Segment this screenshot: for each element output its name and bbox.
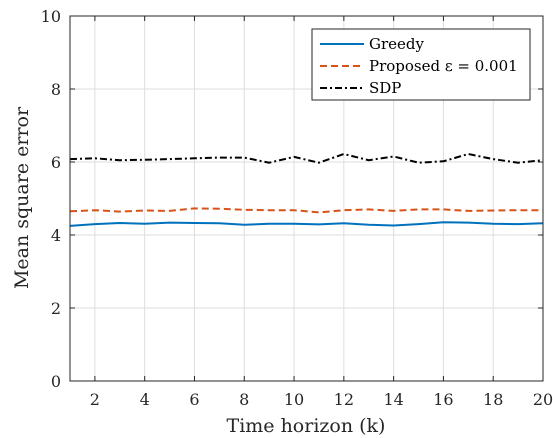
legend-entries: Greedy Proposed ε = 0.001 SDP bbox=[320, 35, 518, 97]
legend: Greedy Proposed ε = 0.001 SDP bbox=[311, 28, 531, 101]
x-axis-label: Time horizon (k) bbox=[227, 415, 386, 437]
series-line-proposed bbox=[69, 207, 543, 214]
series-layer bbox=[69, 152, 544, 227]
x-tick-label: 20 bbox=[533, 390, 553, 409]
y-tick-label: 10 bbox=[41, 7, 61, 26]
y-tick-label: 8 bbox=[51, 80, 61, 99]
y-axis-ticks: 0 2 4 6 8 10 bbox=[41, 7, 543, 391]
y-tick-label: 2 bbox=[51, 299, 61, 318]
x-tick-label: 2 bbox=[90, 390, 100, 409]
legend-label: Greedy bbox=[369, 35, 425, 53]
legend-label: SDP bbox=[369, 79, 401, 97]
legend-label: Proposed ε = 0.001 bbox=[369, 57, 518, 75]
x-axis-ticks: 2 4 6 8 10 12 14 16 18 20 bbox=[90, 16, 553, 409]
x-tick-label: 16 bbox=[433, 390, 453, 409]
y-tick-label: 4 bbox=[51, 226, 61, 245]
y-axis-label: Mean square error bbox=[11, 106, 33, 289]
series-line-sdp bbox=[69, 152, 544, 164]
x-tick-label: 14 bbox=[383, 390, 403, 409]
axes-frame bbox=[69, 15, 544, 382]
y-tick-label: 0 bbox=[51, 372, 61, 391]
x-tick-label: 18 bbox=[483, 390, 503, 409]
x-tick-label: 10 bbox=[284, 390, 304, 409]
y-tick-label: 6 bbox=[51, 153, 61, 172]
x-tick-label: 6 bbox=[189, 390, 199, 409]
x-tick-label: 8 bbox=[239, 390, 249, 409]
x-tick-label: 4 bbox=[140, 390, 150, 409]
legend-box bbox=[311, 28, 531, 101]
x-tick-label: 12 bbox=[334, 390, 354, 409]
series-line-greedy bbox=[69, 221, 544, 227]
